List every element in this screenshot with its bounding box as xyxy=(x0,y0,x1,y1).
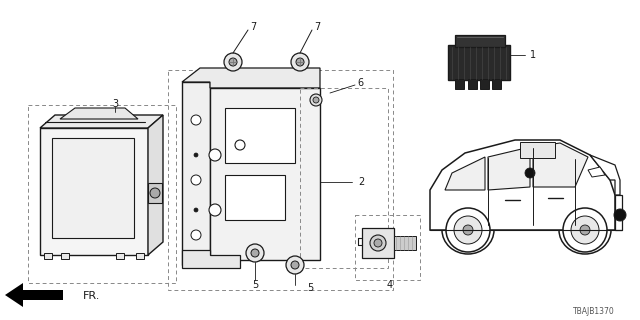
Bar xyxy=(225,108,295,163)
Polygon shape xyxy=(40,128,148,255)
Text: 5: 5 xyxy=(252,280,258,290)
Circle shape xyxy=(251,249,259,257)
Circle shape xyxy=(563,208,607,252)
Bar xyxy=(44,253,52,259)
Bar xyxy=(52,138,134,238)
Circle shape xyxy=(194,153,198,157)
Text: 7: 7 xyxy=(250,22,256,32)
Circle shape xyxy=(191,230,201,240)
Circle shape xyxy=(286,256,304,274)
Circle shape xyxy=(291,261,299,269)
Polygon shape xyxy=(40,115,163,128)
Polygon shape xyxy=(533,143,588,187)
Bar xyxy=(480,79,489,89)
Polygon shape xyxy=(182,82,210,265)
Circle shape xyxy=(580,225,590,235)
Text: 2: 2 xyxy=(358,177,364,187)
Polygon shape xyxy=(445,157,485,190)
Circle shape xyxy=(463,225,473,235)
Text: 1: 1 xyxy=(530,50,536,60)
Text: 5: 5 xyxy=(307,283,313,293)
Bar xyxy=(355,215,420,280)
Polygon shape xyxy=(588,167,605,177)
Text: 7: 7 xyxy=(314,22,320,32)
Circle shape xyxy=(313,97,319,103)
Bar xyxy=(225,175,285,220)
Bar xyxy=(148,183,162,203)
Polygon shape xyxy=(615,195,622,230)
Bar xyxy=(168,70,393,290)
Circle shape xyxy=(525,168,535,178)
Bar xyxy=(455,79,464,89)
Circle shape xyxy=(296,58,304,66)
Polygon shape xyxy=(23,290,63,300)
Circle shape xyxy=(454,216,482,244)
Polygon shape xyxy=(210,88,320,260)
Bar xyxy=(520,142,555,158)
Polygon shape xyxy=(448,45,510,80)
Circle shape xyxy=(209,149,221,161)
Bar xyxy=(362,228,394,258)
Circle shape xyxy=(374,239,382,247)
Circle shape xyxy=(224,53,242,71)
Polygon shape xyxy=(148,115,163,255)
Circle shape xyxy=(310,94,322,106)
Circle shape xyxy=(246,244,264,262)
Bar xyxy=(28,105,176,283)
Circle shape xyxy=(614,209,626,221)
Text: 6: 6 xyxy=(357,78,363,88)
Bar xyxy=(492,79,501,89)
Polygon shape xyxy=(455,35,505,47)
Circle shape xyxy=(191,175,201,185)
Circle shape xyxy=(209,204,221,216)
Circle shape xyxy=(194,208,198,212)
Polygon shape xyxy=(430,140,615,230)
Text: FR.: FR. xyxy=(83,291,100,301)
Polygon shape xyxy=(5,283,23,307)
Circle shape xyxy=(370,235,386,251)
Bar xyxy=(394,236,416,250)
Polygon shape xyxy=(488,147,530,190)
Bar xyxy=(136,253,144,259)
Polygon shape xyxy=(590,155,620,195)
Polygon shape xyxy=(182,250,240,268)
Bar xyxy=(61,253,69,259)
Circle shape xyxy=(291,53,309,71)
Text: 4: 4 xyxy=(387,280,393,290)
Polygon shape xyxy=(182,68,320,88)
Circle shape xyxy=(446,208,490,252)
Circle shape xyxy=(571,216,599,244)
Bar xyxy=(468,79,477,89)
Polygon shape xyxy=(60,108,138,119)
Text: 3: 3 xyxy=(112,99,118,109)
Bar xyxy=(300,88,388,268)
Bar xyxy=(116,253,124,259)
Circle shape xyxy=(191,115,201,125)
Circle shape xyxy=(235,140,245,150)
Circle shape xyxy=(150,188,160,198)
Circle shape xyxy=(229,58,237,66)
Text: TBAJB1370: TBAJB1370 xyxy=(573,308,615,316)
